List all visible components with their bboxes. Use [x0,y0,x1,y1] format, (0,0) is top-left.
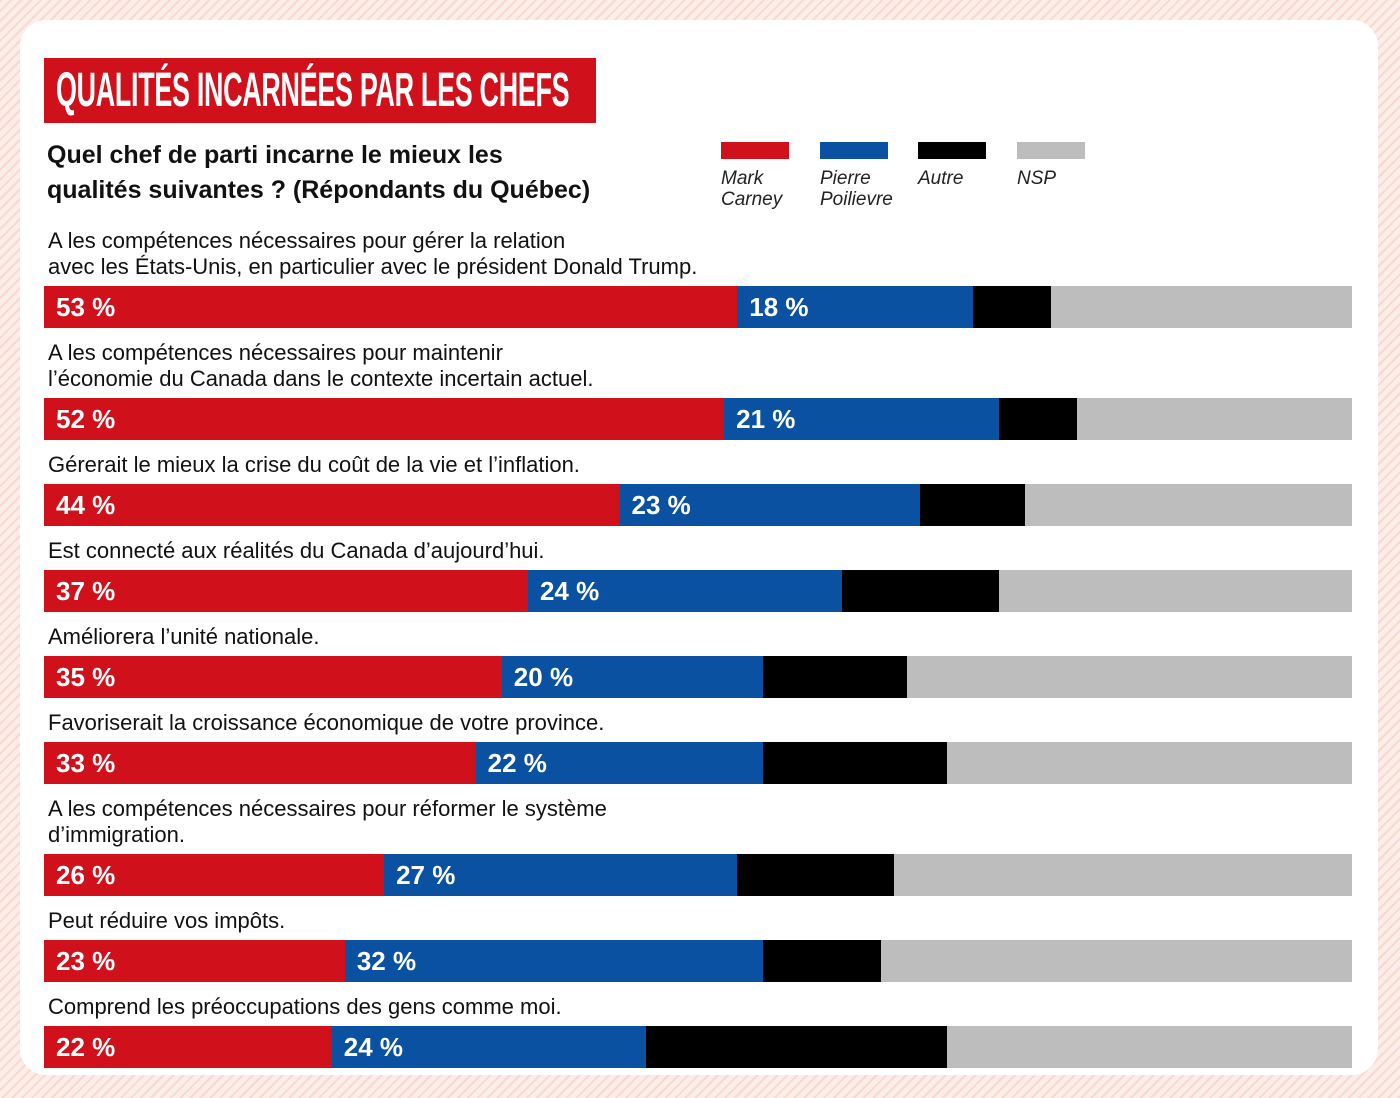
bar-track: 26 % 27 % [44,854,1352,896]
category-label: Favoriserait la croissance économique de… [48,710,605,735]
bar-segment [907,656,1352,698]
row: Comprend les préoccupations des gens com… [44,994,1352,1068]
bar-segment [841,570,999,612]
bar-segment [44,286,738,328]
bar-track: 53 % 18 % [44,286,1352,328]
card [20,20,1378,1075]
chart-subtitle: Quel chef de parti incarne le mieux les … [47,141,591,204]
bar-segment [972,286,1052,328]
row: A les compétences nécessaires pour gérer… [44,228,1352,328]
bar-segment [998,570,1352,612]
row: A les compétences nécessaires pour réfor… [44,796,1352,896]
plot: A les compétences nécessaires pour gérer… [44,228,1352,1080]
category-label: Gérerait le mieux la crise du coût de la… [48,452,580,477]
bar-segment [44,484,620,526]
bar-segment [527,570,842,612]
legend-swatch [918,142,986,159]
bar-segment [1025,484,1352,526]
legend-label: Pierre Poilievre [820,168,893,210]
legend-item: Pierre Poilievre [820,142,910,210]
legend-label: Autre [918,168,964,189]
bar-segment [44,656,502,698]
bar-segment [501,656,764,698]
bar-segment [44,570,528,612]
chart-title: QUALITÉS INCARNÉES PAR LES CHEFS [56,64,570,117]
bar-segment [946,742,1352,784]
bar-segment [1051,286,1352,328]
bar-segment [44,742,476,784]
bar-segment [1077,398,1352,440]
legend-label: NSP [1017,168,1057,189]
bar-segment [44,854,385,896]
row: Améliorera l’unité nationale. 35 % 20 % [44,624,1352,698]
legend-swatch [1017,142,1085,159]
bar-segment [946,1026,1352,1068]
bar-segment [763,940,882,982]
legend-swatch [721,142,789,159]
bar-segment [894,854,1352,896]
row: Peut réduire vos impôts. 23 % 32 % [44,908,1352,982]
category-label: Comprend les préoccupations des gens com… [48,994,562,1019]
bar-track: 35 % 20 % [44,656,1352,698]
bar-segment [998,398,1078,440]
row: Favoriserait la croissance économique de… [44,710,1352,784]
category-label: A les compétences nécessaires pour réfor… [48,796,607,847]
legend-item: Autre [918,142,1008,189]
bar-track: 33 % 22 % [44,742,1352,784]
bar-segment [475,742,764,784]
bar-track: 23 % 32 % [44,940,1352,982]
bar-segment [44,398,725,440]
row: A les compétences nécessaires pour maint… [44,340,1352,440]
bar-segment [384,854,738,896]
category-label: A les compétences nécessaires pour maint… [48,340,594,391]
title-box: QUALITÉS INCARNÉES PAR LES CHEFS [44,58,596,123]
bar-segment [737,286,973,328]
bar-segment [44,940,345,982]
bar-segment [44,1026,332,1068]
row: Gérerait le mieux la crise du coût de la… [44,452,1352,526]
bar-segment [920,484,1025,526]
row: Est connecté aux réalités du Canada d’au… [44,538,1352,612]
bar-segment [763,742,947,784]
bar-segment [881,940,1352,982]
category-label: A les compétences nécessaires pour gérer… [48,228,698,279]
bar-segment [724,398,999,440]
bar-track: 22 % 24 % [44,1026,1352,1068]
bar-track: 52 % 21 % [44,398,1352,440]
legend-item: NSP [1017,142,1107,189]
bar-segment [763,656,908,698]
category-label: Est connecté aux réalités du Canada d’au… [48,538,545,563]
legend-swatch [820,142,888,159]
bar-segment [344,940,764,982]
category-label: Peut réduire vos impôts. [48,908,286,933]
bar-segment [645,1026,947,1068]
bar-segment [619,484,921,526]
bar-track: 44 % 23 % [44,484,1352,526]
bar-track: 37 % 24 % [44,570,1352,612]
category-label: Améliorera l’unité nationale. [48,624,320,649]
legend-label: Mark Carney [721,168,783,210]
legend-item: Mark Carney [721,142,811,210]
bar-segment [737,854,895,896]
bar-segment [331,1026,646,1068]
